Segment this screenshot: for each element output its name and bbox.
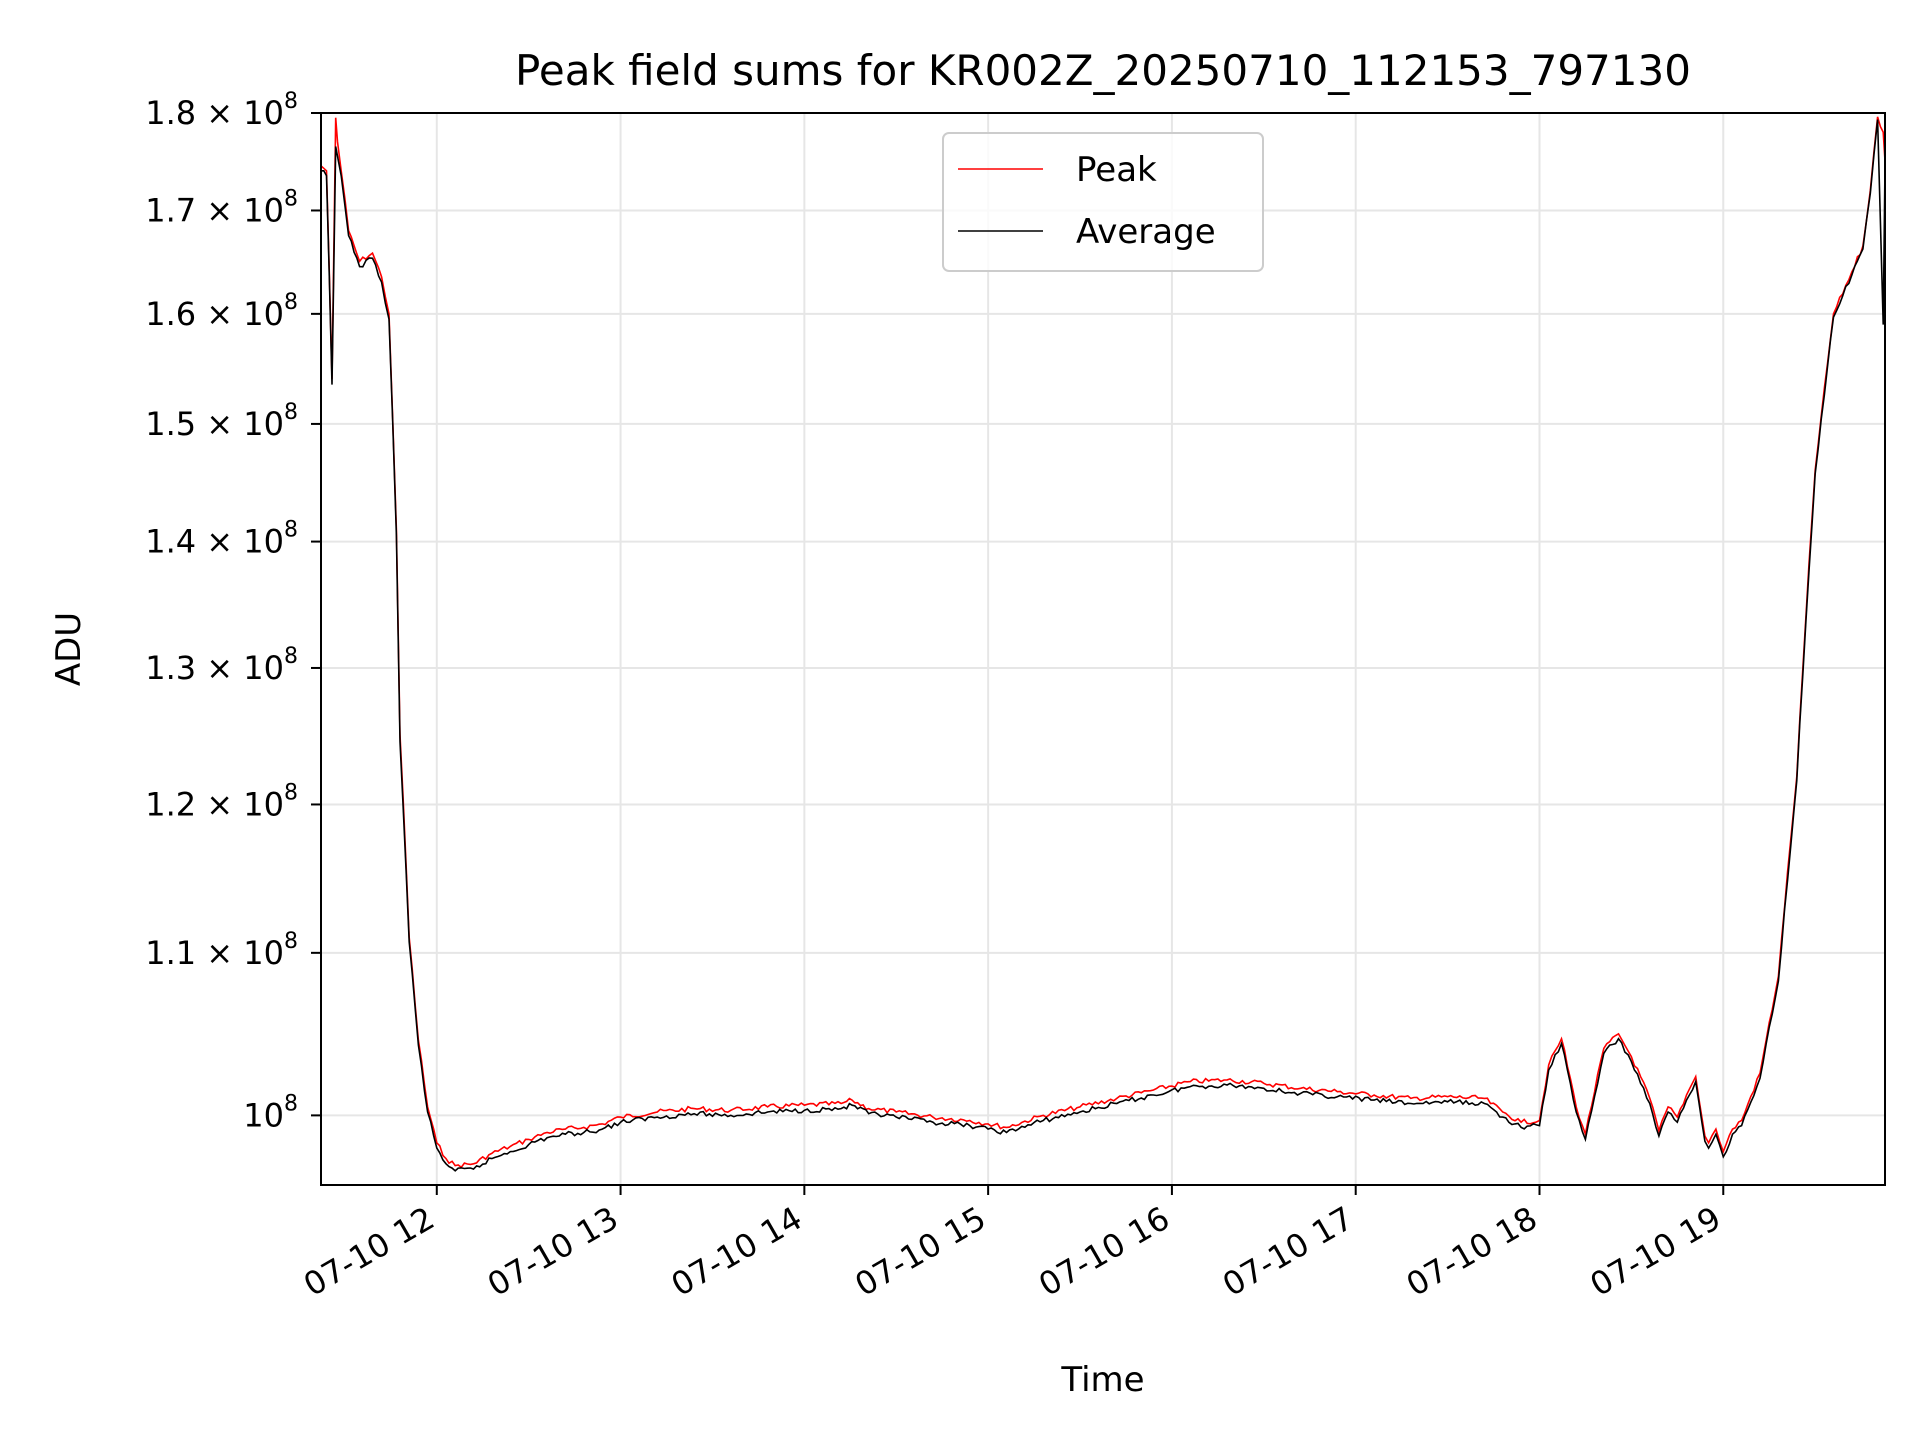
y-axis-ticks: 108 1.1 × 108 1.2 × 108 1.3 × 108 1.4 × 108 1… — [145, 89, 321, 1134]
series-line-average — [321, 119, 1885, 1172]
y-tick-label: 1.6 × 108 — [145, 290, 298, 333]
x-tick-label: 07-10 16 — [1032, 1199, 1176, 1304]
series-line-peak — [321, 116, 1885, 1169]
x-tick-label: 07-10 18 — [1400, 1199, 1544, 1304]
y-tick-label: 108 — [243, 1091, 298, 1134]
x-tick-label: 07-10 14 — [665, 1199, 809, 1304]
legend-box — [942, 132, 1264, 272]
x-tick-label: 07-10 13 — [481, 1199, 625, 1304]
plot-frame — [320, 112, 1886, 1186]
chart-title: Peak field sums for KR002Z_20250710_1121… — [515, 46, 1691, 95]
legend-label-peak: Peak — [1076, 150, 1157, 190]
y-tick-label: 1.2 × 108 — [145, 780, 298, 823]
x-axis-label: Time — [1060, 1360, 1144, 1400]
series-layer — [321, 116, 1885, 1172]
grid — [321, 112, 1885, 1185]
x-tick-label: 07-10 17 — [1216, 1199, 1360, 1304]
x-axis-ticks: 07-10 12 07-10 13 07-10 14 07-10 15 07-10 16… — [297, 1185, 1727, 1304]
y-tick-label: 1.7 × 108 — [145, 186, 298, 229]
legend-label-average: Average — [1076, 212, 1216, 252]
y-tick-label: 1.5 × 108 — [145, 400, 298, 443]
x-tick-label: 07-10 19 — [1584, 1199, 1728, 1304]
x-tick-label: 07-10 12 — [297, 1199, 441, 1304]
y-tick-label: 1.1 × 108 — [145, 929, 298, 972]
legend: Peak Average — [942, 132, 1264, 272]
y-tick-label: 1.4 × 108 — [145, 518, 298, 561]
y-tick-label: 1.3 × 108 — [145, 644, 298, 687]
y-axis-label: ADU — [49, 612, 89, 686]
y-tick-label: 1.8 × 108 — [145, 89, 298, 132]
x-tick-label: 07-10 15 — [849, 1199, 993, 1304]
